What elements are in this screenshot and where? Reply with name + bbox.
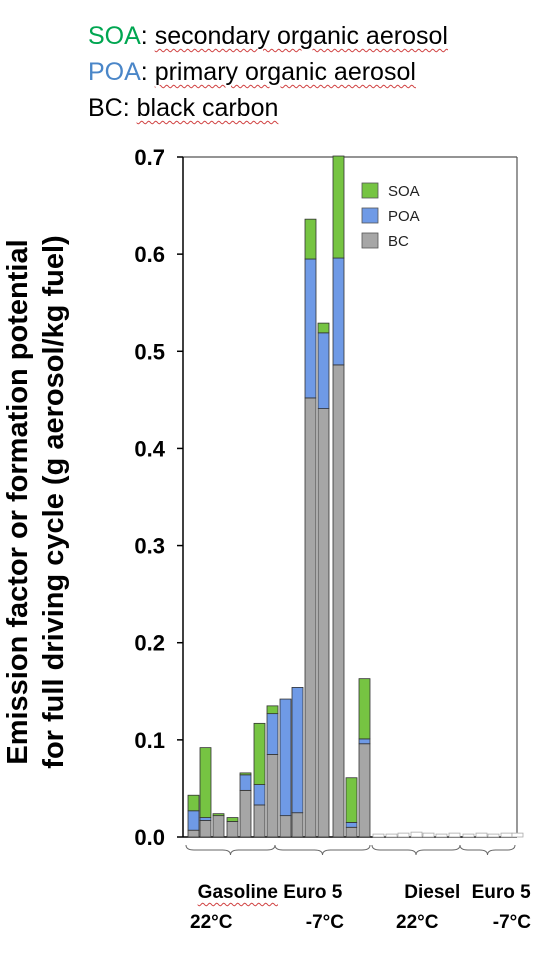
bar-bc [212, 815, 225, 838]
diesel-line1: Diesel Euro 5 [380, 878, 555, 908]
bar-bc [266, 754, 279, 838]
bar-bc [475, 832, 488, 838]
gasoline-line2: 22°C -7°C [170, 908, 370, 938]
gasoline-euro-label: Euro 5 [283, 882, 343, 903]
bar-soa [239, 772, 252, 776]
bar-soa [332, 155, 345, 259]
bar-poa [358, 738, 371, 745]
bar-bc [448, 832, 461, 838]
group-label-diesel: Diesel Euro 5 22°C -7°C [380, 878, 555, 938]
bar-poa [304, 258, 317, 399]
bar-bc [279, 815, 292, 838]
bar-soa [253, 722, 266, 785]
bar-bc [410, 831, 423, 838]
bar-soa [187, 794, 200, 812]
group-label-gasoline: Gasoline Euro 5 22°C -7°C [170, 878, 370, 938]
gasoline-fuel-label: Gasoline [197, 882, 278, 903]
bar-poa [187, 810, 200, 831]
y-tick-label: 0.7 [134, 145, 165, 170]
bar-bc [397, 832, 410, 838]
bar-bc [291, 812, 304, 838]
legend-label-poa: POA [388, 208, 420, 225]
legend-swatch-bc [361, 232, 379, 249]
diesel-line2: 22°C -7°C [380, 908, 555, 938]
bar-poa [345, 822, 358, 828]
bar-poa [332, 257, 345, 366]
soa-abbr: SOA [88, 22, 141, 50]
legend-swatch-soa [361, 182, 379, 199]
bc-abbr: BC [88, 94, 123, 122]
bar-poa [291, 687, 304, 814]
bar-poa [199, 817, 212, 821]
soa-desc: secondary organic aerosol [154, 22, 448, 50]
soa-sep: : [140, 22, 148, 50]
y-tick-label: 0.1 [134, 728, 165, 753]
bar-soa [212, 813, 225, 817]
diesel-fuel-label: Diesel [404, 882, 461, 903]
bar-bc [500, 832, 513, 838]
bar-soa [304, 218, 317, 260]
poa-desc: primary organic aerosol [154, 58, 416, 86]
bar-bc [385, 833, 398, 838]
bar-poa [317, 332, 330, 410]
legend-label-bc: BC [388, 233, 409, 250]
y-tick-label: 0.5 [134, 339, 165, 364]
bar-bc [239, 789, 252, 838]
gasoline-line1: Gasoline Euro 5 [170, 878, 370, 908]
bc-desc: black carbon [136, 94, 279, 122]
bar-bc [435, 833, 448, 838]
y-tick-label: 0.2 [134, 631, 165, 656]
bar-soa [358, 678, 371, 740]
brace-diesel-22c [371, 844, 461, 856]
bar-bc [317, 408, 330, 838]
bar-soa [266, 705, 279, 715]
bar-bc [304, 397, 317, 838]
bar-bc [422, 832, 435, 838]
bar-bc [511, 832, 524, 838]
bar-poa [266, 713, 279, 755]
bar-poa [279, 698, 292, 817]
bar-bc [187, 829, 200, 838]
y-tick-label: 0.3 [134, 534, 165, 559]
bar-soa [226, 817, 239, 822]
poa-abbr: POA [88, 58, 141, 86]
bar-bc [226, 821, 239, 838]
y-tick-label: 0.6 [134, 242, 165, 267]
bar-bc [345, 826, 358, 838]
bar-bc [358, 743, 371, 838]
bc-sep: : [122, 94, 130, 122]
brace-gasoline-22c [185, 844, 276, 856]
brace-gasoline-minus7c [274, 844, 371, 856]
legend-swatch-poa [361, 207, 379, 224]
diesel-temp-minus7: -7°C [492, 912, 531, 933]
brace-diesel-minus7c [459, 844, 516, 856]
bar-poa [239, 774, 252, 791]
bar-bc [199, 820, 212, 838]
header-legend-poa: POA: primary organic aerosol [88, 54, 448, 90]
bar-soa [345, 777, 358, 823]
diesel-euro-label: Euro 5 [471, 882, 531, 903]
bar-bc [332, 364, 345, 838]
gasoline-temp-22: 22°C [190, 912, 233, 933]
gasoline-temp-minus7: -7°C [305, 912, 344, 933]
bar-poa [253, 784, 266, 806]
y-tick-label: 0.0 [134, 825, 165, 850]
legend-label-soa: SOA [388, 183, 420, 200]
header-legend-soa: SOA: secondary organic aerosol [88, 18, 448, 54]
bar-soa [317, 322, 330, 334]
header-legend-bc: BC: black carbon [88, 90, 448, 126]
poa-sep: : [140, 58, 148, 86]
bar-soa [199, 747, 212, 818]
header-legend: SOA: secondary organic aerosol POA: prim… [88, 18, 448, 126]
bar-bc [253, 804, 266, 838]
diesel-temp-22: 22°C [396, 912, 439, 933]
y-tick-label: 0.4 [134, 436, 165, 461]
bar-bc [462, 833, 475, 838]
bar-bc [372, 833, 385, 838]
bar-bc [487, 833, 500, 838]
